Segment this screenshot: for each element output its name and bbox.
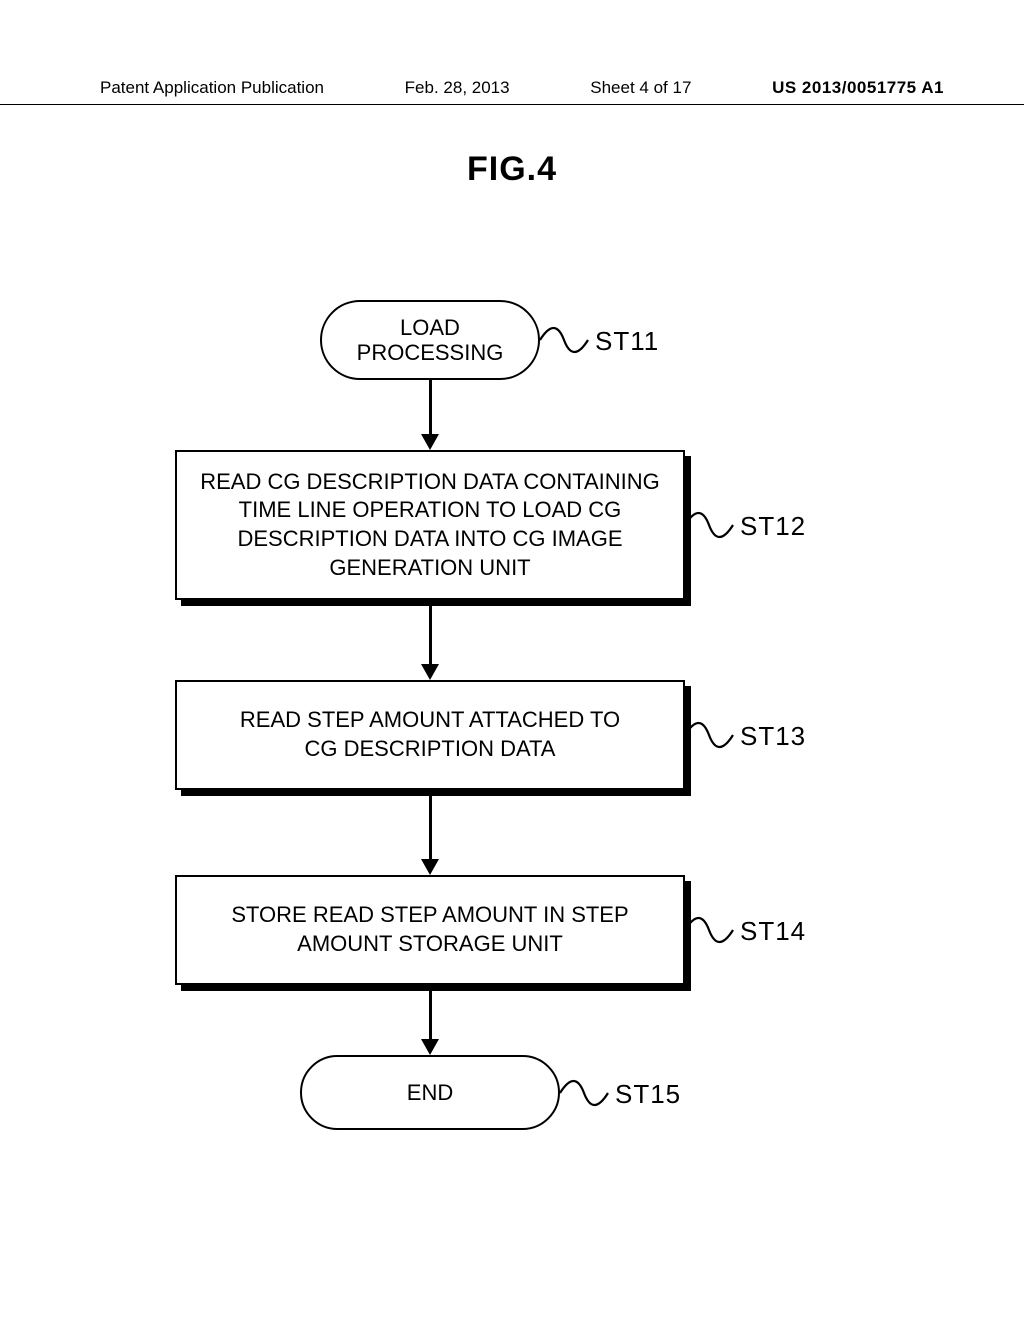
label-connector-icon	[558, 1073, 613, 1113]
flow-arrow	[429, 600, 432, 666]
flow-node-st12: READ CG DESCRIPTION DATA CONTAININGTIME …	[175, 450, 685, 600]
flow-node-st15: END	[300, 1055, 560, 1130]
arrow-head-icon	[421, 664, 439, 680]
step-label-st11: ST11	[595, 326, 659, 357]
label-connector-icon	[683, 910, 738, 950]
label-connector-icon	[683, 715, 738, 755]
flow-arrow	[429, 790, 432, 861]
publication-date: Feb. 28, 2013	[405, 78, 510, 98]
publication-label: Patent Application Publication	[100, 78, 324, 98]
sheet-number: Sheet 4 of 17	[590, 78, 691, 98]
figure-title: FIG.4	[0, 150, 1024, 189]
flow-arrow	[429, 985, 432, 1041]
flow-node-st14: STORE READ STEP AMOUNT IN STEPAMOUNT STO…	[175, 875, 685, 985]
publication-number: US 2013/0051775 A1	[772, 78, 944, 98]
step-label-st14: ST14	[740, 916, 806, 947]
step-label-st12: ST12	[740, 511, 806, 542]
label-connector-icon	[683, 505, 738, 545]
label-connector-icon	[538, 320, 593, 360]
step-label-st15: ST15	[615, 1079, 681, 1110]
arrow-head-icon	[421, 434, 439, 450]
flow-node-st11: LOADPROCESSING	[320, 300, 540, 380]
step-label-st13: ST13	[740, 721, 806, 752]
flow-node-st13: READ STEP AMOUNT ATTACHED TOCG DESCRIPTI…	[175, 680, 685, 790]
arrow-head-icon	[421, 1039, 439, 1055]
page-header: Patent Application Publication Feb. 28, …	[0, 78, 1024, 105]
arrow-head-icon	[421, 859, 439, 875]
flow-arrow	[429, 380, 432, 436]
